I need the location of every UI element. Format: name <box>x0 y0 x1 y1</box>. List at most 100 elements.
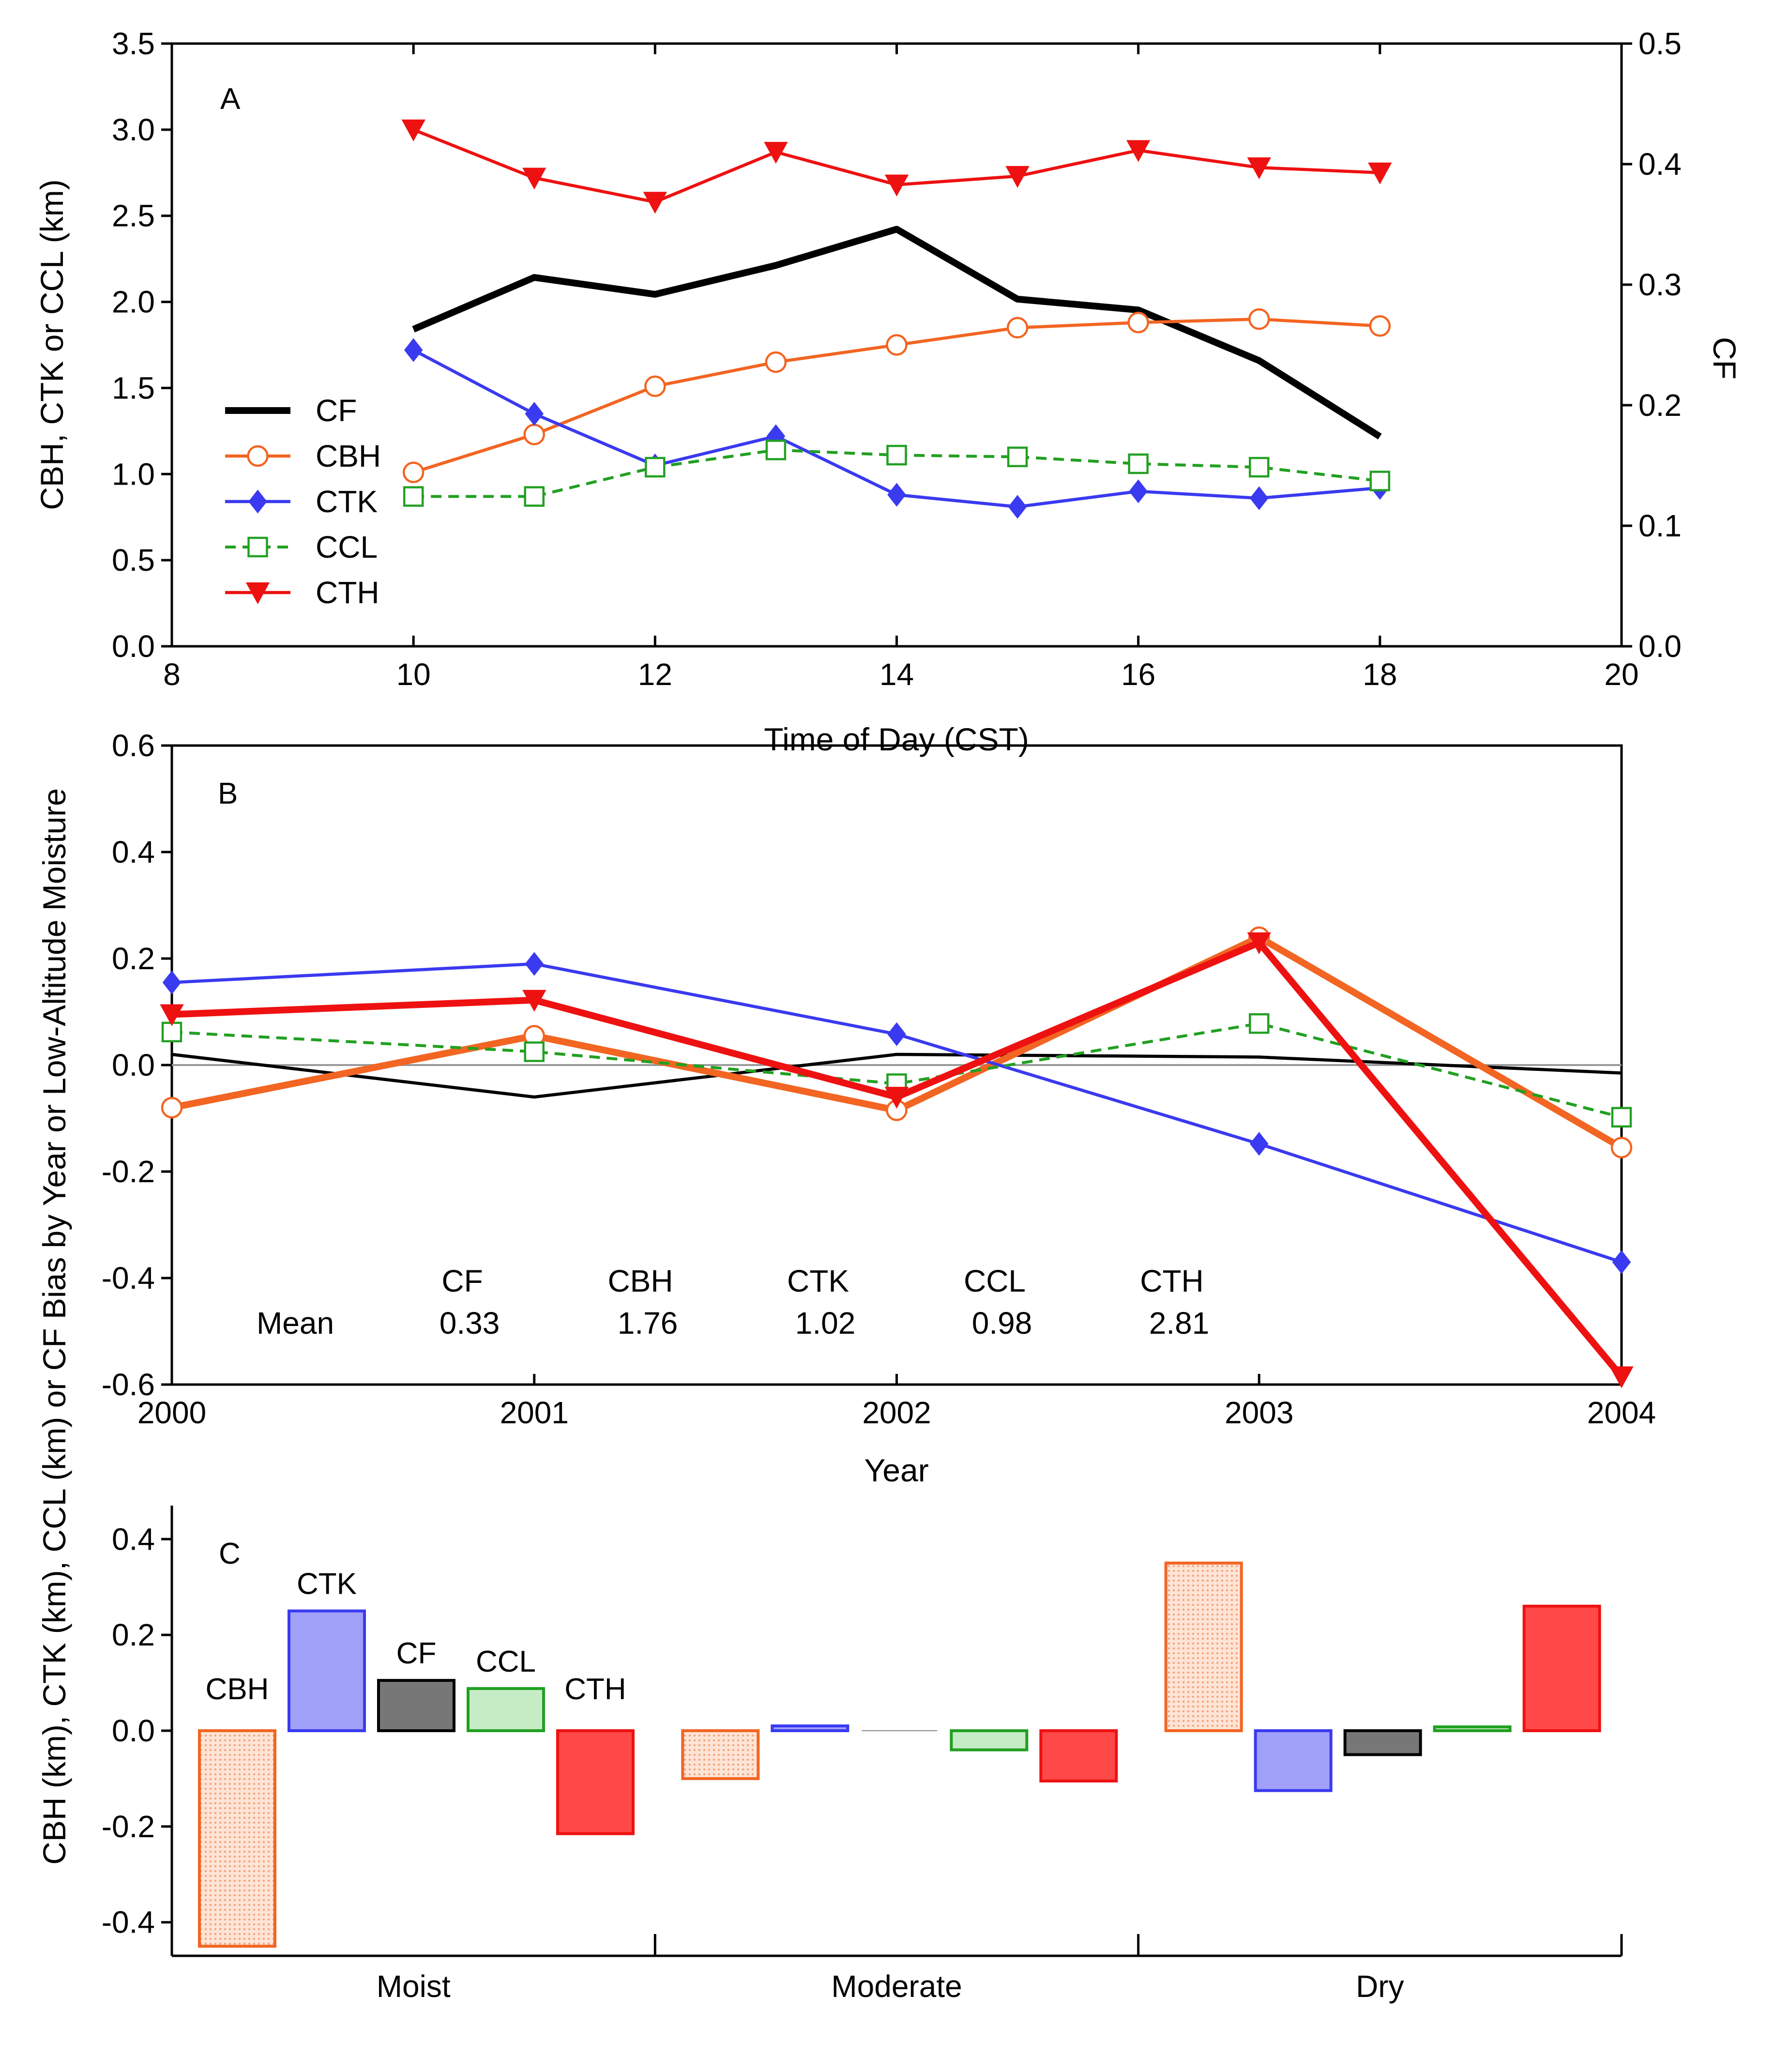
ctk-point <box>404 338 423 362</box>
cbh-point <box>161 1097 183 1119</box>
panel-a-y-ticks: 0.0 0.5 1.0 1.5 2.0 2.5 3.0 3.5 <box>112 26 172 664</box>
bar-label-ctk: CTK <box>297 1568 357 1601</box>
y-tick-label: -0.2 <box>102 1154 155 1189</box>
ccl-point <box>1369 471 1391 491</box>
legend-marker-ctk <box>248 489 267 514</box>
ccl-point <box>645 457 666 478</box>
mean-value-cth: 2.81 <box>1149 1306 1210 1341</box>
y-tick-label: -0.4 <box>102 1261 155 1295</box>
y-tick-label: 0.6 <box>112 728 155 763</box>
ctk-point <box>162 970 182 995</box>
legend-label-cbh: CBH <box>316 439 381 473</box>
x-tick-label: 16 <box>1121 657 1155 692</box>
cbh-point <box>886 334 908 356</box>
bar-dry-ccl <box>1433 1725 1512 1733</box>
category-label-dry: Dry <box>1356 1969 1404 2004</box>
x-tick-label: 2001 <box>500 1395 569 1430</box>
y-tick-label: 0.5 <box>112 543 155 578</box>
bar-moist-ctk <box>288 1609 366 1733</box>
panel-c-x-ticks: Moist Moderate Dry <box>377 1934 1623 2004</box>
y-tick-label: -0.4 <box>102 1905 155 1940</box>
panel-c-y-ticks: -0.4 -0.2 0.0 0.2 0.4 <box>102 1522 172 1940</box>
mean-table: Mean CF 0.33 CBH 1.76 CTK 1.02 CCL 0.98 CTH 2.81 <box>257 1264 1209 1341</box>
series-line-cth <box>171 939 1624 1379</box>
y-tick-label: 2.0 <box>112 285 155 320</box>
bar-moderate-cth <box>1039 1729 1118 1783</box>
ctk-point <box>1612 1250 1631 1274</box>
y-tick-label: 1.0 <box>112 457 155 491</box>
mean-col-cth: CTH <box>1140 1264 1204 1298</box>
cbh-point <box>765 351 787 373</box>
x-tick-label: 8 <box>163 657 181 692</box>
x-tick-label: 18 <box>1363 657 1397 692</box>
bar-dry-ctk <box>1254 1729 1333 1792</box>
bar-moderate-ccl <box>950 1729 1029 1752</box>
y-tick-label: 1.5 <box>112 370 155 405</box>
cth-point <box>1005 166 1030 188</box>
bar-label-cbh: CBH <box>206 1673 269 1706</box>
shared-y-title: CBH (km), CTK (km), CCL (km) or CF Bias … <box>36 788 72 1865</box>
cth-point <box>1609 1366 1634 1388</box>
cth-point <box>884 174 909 197</box>
cth-point <box>1247 932 1271 955</box>
y-tick-label: -0.2 <box>102 1809 155 1844</box>
bar-dry-cbh <box>1164 1561 1243 1732</box>
legend-label-ccl: CCL <box>316 530 378 564</box>
ccl-point <box>1611 1107 1632 1128</box>
cbh-point <box>1006 317 1029 339</box>
ccl-point <box>524 1041 545 1062</box>
panel-b-series <box>160 926 1634 1388</box>
mean-row-label: Mean <box>257 1306 334 1341</box>
ccl-point <box>1249 1013 1270 1034</box>
cth-point <box>160 1004 184 1026</box>
bar-moderate-cbh <box>681 1729 760 1780</box>
y-tick-label: 0.2 <box>112 941 155 976</box>
bar-dry-cf <box>1343 1729 1422 1756</box>
x-tick-label: 2000 <box>137 1395 206 1430</box>
ctk-point <box>525 402 544 426</box>
mean-value-ctk: 1.02 <box>795 1306 856 1341</box>
panel-a-y2-ticks: 0.0 0.1 0.2 0.3 0.4 0.5 <box>1622 26 1682 664</box>
y-tick-label: 0.4 <box>112 835 155 869</box>
cbh-point <box>644 375 666 397</box>
category-label-moderate: Moderate <box>831 1969 962 2004</box>
y2-tick-label: 0.1 <box>1638 508 1682 543</box>
y2-tick-label: 0.5 <box>1638 26 1682 61</box>
panel-c: C -0.4 -0.2 0.0 0.2 0.4 Moist Moderate Dry CBH… <box>102 1506 1623 2004</box>
cth-point <box>1126 140 1151 162</box>
panel-c-letter: C <box>219 1537 241 1570</box>
panel-b-letter: B <box>218 777 238 810</box>
ccl-point <box>1007 446 1028 467</box>
ccl-point <box>886 444 907 466</box>
legend-label-ctk: CTK <box>316 484 378 519</box>
category-label-moist: Moist <box>377 1969 451 2004</box>
series-line-cf <box>171 1052 1622 1099</box>
y2-tick-label: 0.0 <box>1638 629 1682 664</box>
cbh-point <box>402 461 425 483</box>
legend-marker-cth <box>245 582 270 605</box>
mean-col-cbh: CBH <box>607 1264 673 1298</box>
cbh-point <box>1610 1137 1633 1158</box>
mean-col-cf: CF <box>441 1264 483 1298</box>
panel-b-x-ticks: 2000 2001 2002 2003 2004 <box>137 1374 1656 1430</box>
x-tick-label: 2002 <box>862 1395 931 1430</box>
series-line-cf <box>412 226 1382 440</box>
y2-tick-label: 0.4 <box>1638 147 1682 182</box>
cth-point <box>522 168 546 190</box>
x-tick-label: 2004 <box>1587 1395 1656 1430</box>
panel-a-x-title: Time of Day (CST) <box>764 721 1029 757</box>
cth-point <box>884 1087 909 1109</box>
panel-a-legend: CF CBH CTK CCL CTH <box>225 393 381 610</box>
mean-value-cbh: 1.76 <box>618 1306 678 1341</box>
y-tick-label: 3.5 <box>112 26 155 61</box>
ccl-point <box>403 486 424 507</box>
ccl-point <box>524 486 545 507</box>
mean-value-ccl: 0.98 <box>972 1306 1032 1341</box>
ccl-point <box>1128 453 1149 474</box>
y-tick-label: 0.2 <box>112 1617 155 1652</box>
legend-label-cth: CTH <box>316 575 379 610</box>
cbh-point <box>1369 315 1391 337</box>
ctk-point <box>1249 1132 1269 1156</box>
y-tick-label: 0.0 <box>112 1713 155 1748</box>
